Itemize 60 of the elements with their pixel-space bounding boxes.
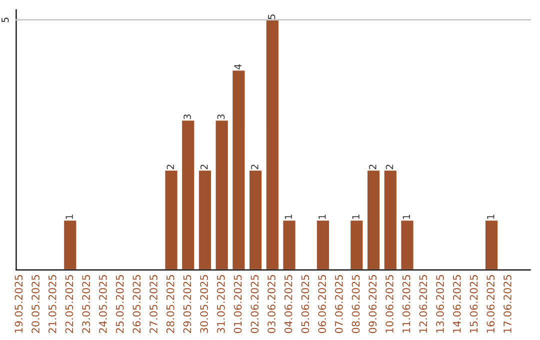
data-label: 1 (318, 214, 326, 219)
x-tick-label: 04.06.2025 (284, 275, 292, 334)
x-tick-label: 22.05.2025 (65, 275, 74, 334)
x-tick-label: 24.05.2025 (98, 275, 107, 334)
x-tick-label: 27.05.2025 (150, 275, 158, 334)
data-label: 2 (166, 164, 174, 170)
x-tick-label: 11.06.2025 (402, 275, 410, 333)
x-tick-label: 16.06.2025 (486, 275, 495, 333)
x-tick-label: 08.06.2025 (352, 275, 360, 334)
x-tick-label: 07.06.2025 (334, 275, 343, 334)
data-label: 1 (284, 214, 292, 219)
x-tick-label: 14.06.2025 (452, 275, 461, 333)
x-tick-label: 31.05.2025 (216, 275, 225, 333)
bar (248, 169, 263, 270)
data-label: 2 (200, 164, 208, 170)
x-tick-label: 10.06.2025 (386, 275, 394, 333)
bar (164, 169, 179, 270)
data-label: 4 (234, 64, 242, 70)
data-label: 3 (184, 114, 191, 120)
data-label: 1 (352, 214, 360, 219)
data-label: 2 (368, 164, 376, 170)
x-tick-label: 20.05.2025 (32, 275, 40, 334)
bar (484, 219, 499, 270)
x-tick-label: 25.05.2025 (116, 275, 124, 334)
bar (400, 219, 415, 270)
bar (198, 169, 212, 270)
x-tick-label: 28.05.2025 (166, 275, 174, 334)
bar (349, 219, 364, 270)
bar (382, 169, 398, 270)
data-label: 3 (217, 114, 225, 120)
x-tick-label: 26.05.2025 (132, 275, 141, 334)
x-tick-label: 23.05.2025 (82, 275, 90, 334)
bar (231, 69, 246, 270)
x-tick-label: 19.05.2025 (14, 275, 23, 333)
x-tick-label: 09.06.2025 (368, 275, 377, 334)
x-tick-label: 15.06.2025 (470, 275, 478, 333)
data-label: 2 (386, 164, 394, 170)
x-tick-label: 01.06.2025 (234, 275, 242, 334)
x-tick-label: 17.06.2025 (504, 275, 512, 333)
bar (282, 219, 297, 270)
bar (214, 119, 230, 270)
x-tick-label: 06.06.2025 (318, 275, 326, 334)
x-tick-label: 05.06.2025 (301, 275, 310, 334)
x-tick-label: 02.06.2025 (250, 275, 259, 334)
x-tick-label: 12.06.2025 (419, 275, 428, 333)
bar (264, 19, 280, 270)
x-tick-label: 29.05.2025 (183, 275, 192, 334)
bar (62, 219, 78, 270)
x-tick-label: 21.05.2025 (48, 275, 56, 334)
bar (180, 119, 196, 270)
data-label: 5 (268, 14, 276, 20)
x-tick-label: 03.06.2025 (268, 275, 276, 334)
data-label: 1 (487, 214, 494, 219)
data-label: 1 (66, 214, 73, 219)
x-tick-label: 13.06.2025 (436, 275, 444, 333)
bar (366, 169, 381, 270)
x-tick-label: 30.05.2025 (200, 275, 208, 333)
bar (316, 219, 330, 270)
data-label: 1 (402, 214, 410, 219)
data-label: 2 (251, 164, 258, 170)
